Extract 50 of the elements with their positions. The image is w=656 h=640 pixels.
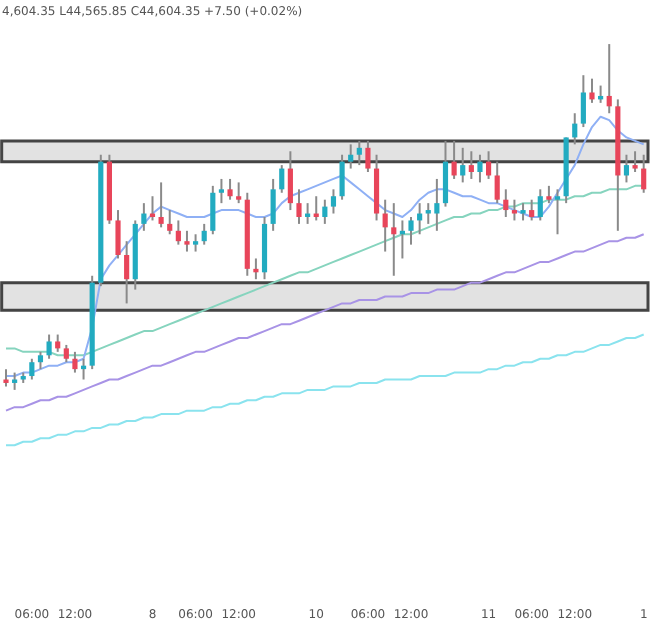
- candlestick: [373, 153, 380, 222]
- candlestick: [572, 112, 578, 146]
- candlestick: [434, 177, 440, 232]
- candlestick: [580, 74, 586, 129]
- candlestick: [227, 177, 233, 201]
- candlestick: [201, 222, 207, 246]
- candlestick: [425, 202, 431, 225]
- candlestick: [270, 177, 276, 232]
- candlestick: [632, 150, 638, 174]
- candlestick: [184, 229, 190, 253]
- candlestick: [175, 219, 181, 246]
- candlestick: [356, 139, 362, 167]
- candlestick: [451, 139, 457, 180]
- candlestick: [641, 153, 647, 194]
- candlestick: [141, 202, 147, 232]
- candlestick: [210, 184, 216, 236]
- candlestick: [279, 164, 285, 194]
- candlestick: [477, 153, 483, 184]
- candlestick: [29, 357, 35, 381]
- candlestick: [322, 198, 328, 225]
- candlestick: [494, 160, 500, 205]
- candlestick: [623, 153, 630, 184]
- candlestick: [330, 188, 337, 215]
- candlestick: [158, 181, 164, 229]
- candlestick: [115, 209, 121, 260]
- candlestick: [287, 150, 293, 212]
- candlestick: [606, 43, 612, 115]
- candlestick: [296, 188, 302, 225]
- candlestick: [460, 146, 466, 184]
- candlestick: [537, 188, 543, 222]
- candlestick: [468, 150, 474, 180]
- candlestick: [339, 153, 345, 201]
- candlestick: [554, 188, 561, 236]
- candlestick: [503, 188, 509, 218]
- candlestick: [72, 350, 78, 374]
- candlestick: [348, 143, 354, 170]
- candlestick: [442, 139, 449, 208]
- candlestick: [382, 198, 388, 253]
- candlestick: [529, 198, 535, 222]
- candlestick: [391, 202, 397, 277]
- candlestick: [365, 139, 371, 174]
- candlestick: [589, 77, 595, 104]
- candlestick: [124, 240, 130, 305]
- candlestick: [218, 177, 225, 205]
- candlestick: [408, 215, 414, 246]
- candlestick: [46, 333, 52, 360]
- candlestick: [485, 150, 492, 180]
- candlestick: [236, 181, 242, 205]
- candlestick: [167, 209, 173, 236]
- candlestick: [511, 198, 518, 222]
